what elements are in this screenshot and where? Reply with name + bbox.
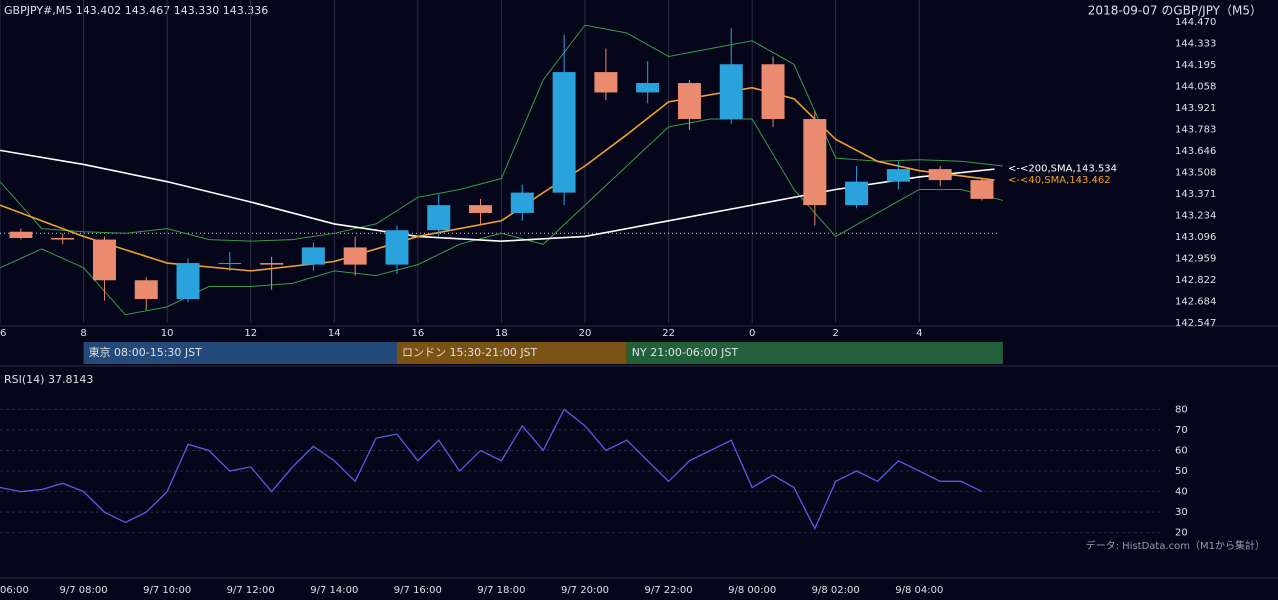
candle-body [260, 263, 284, 265]
y-tick-label: 144.195 [1175, 60, 1216, 71]
x-tick-label: 16 [411, 328, 424, 339]
y-tick-label: 142.684 [1175, 297, 1216, 308]
session-label: NY 21:00-06:00 JST [632, 346, 739, 359]
y-tick-label: 20 [1175, 528, 1188, 539]
x-tick-label: 9/7 14:00 [310, 585, 358, 596]
x-tick-label: 2 [833, 328, 839, 339]
y-tick-label: 70 [1175, 425, 1188, 436]
x-tick-label: 8 [80, 328, 86, 339]
rsi-title: RSI(14) 37.8143 [4, 373, 93, 386]
header: GBPJPY#,M5 143.402 143.467 143.330 143.3… [4, 4, 268, 17]
source: データ: HistData.com（M1から集計） [1086, 539, 1265, 552]
indicator-line [0, 149, 995, 242]
candle-body [92, 239, 116, 281]
y-tick-label: 143.508 [1175, 168, 1216, 179]
x-tick-label: 9/7 12:00 [227, 585, 275, 596]
y-tick-label: 80 [1175, 404, 1188, 415]
y-tick-label: 143.234 [1175, 210, 1216, 221]
x-tick-label: 9/8 04:00 [895, 585, 943, 596]
y-tick-label: 50 [1175, 466, 1188, 477]
session-label: 東京 08:00-15:30 JST [89, 345, 203, 359]
x-tick-label: 20 [579, 328, 592, 339]
y-tick-label: 143.096 [1175, 232, 1216, 243]
candle-body [385, 230, 409, 265]
x-tick-label: 9/7 18:00 [477, 585, 525, 596]
x-tick-label: 9/7 10:00 [143, 585, 191, 596]
y-tick-label: 142.959 [1175, 254, 1216, 265]
y-tick-label: 60 [1175, 445, 1188, 456]
y-tick-label: 143.371 [1175, 189, 1216, 200]
y-tick-label: 144.470 [1175, 17, 1216, 28]
candle-body [510, 192, 534, 213]
y-tick-label: 144.333 [1175, 38, 1216, 49]
candle-body [761, 64, 785, 120]
x-tick-label: 10 [161, 328, 174, 339]
y-tick-label: 142.547 [1175, 318, 1216, 329]
rsi-line [0, 408, 983, 531]
x-tick-label: 9/8 02:00 [812, 585, 860, 596]
candle-body [218, 263, 242, 265]
candle-body [928, 169, 952, 181]
x-tick-label: 9/7 20:00 [561, 585, 609, 596]
x-tick-label: 9/7 22:00 [645, 585, 693, 596]
indicator-line [0, 118, 1003, 316]
candle-body [594, 72, 618, 93]
candle-body [886, 169, 910, 182]
x-tick-label: 14 [328, 328, 341, 339]
x-tick-label: 9/7 16:00 [394, 585, 442, 596]
annotation: <-<40,SMA,143.462 [1008, 175, 1111, 186]
session-label: ロンドン 15:30-21:00 JST [402, 346, 538, 359]
x-tick-label: 9/7 08:00 [60, 585, 108, 596]
x-tick-label: 22 [662, 328, 675, 339]
candle-body [469, 205, 493, 213]
candle-body [845, 181, 869, 206]
y-tick-label: 143.646 [1175, 146, 1216, 157]
candle-body [176, 263, 200, 300]
candle-body [51, 238, 75, 240]
candle-body [636, 83, 660, 93]
candle-body [677, 83, 701, 120]
annotation: <-<200,SMA,143.534 [1008, 164, 1117, 175]
candle-body [134, 280, 158, 300]
indicator-line [0, 24, 1003, 242]
x-tick-label: 6 [0, 328, 6, 339]
session-band [396, 342, 627, 364]
y-tick-label: 144.058 [1175, 81, 1216, 92]
y-tick-label: 143.783 [1175, 125, 1216, 136]
candle-body [427, 205, 451, 231]
y-tick-label: 30 [1175, 507, 1188, 518]
chart-title: 2018-09-07 のGBP/JPY（M5） [1088, 4, 1262, 18]
candle-body [719, 64, 743, 120]
session-band [83, 342, 397, 364]
x-tick-label: 0 [749, 328, 755, 339]
y-tick-label: 40 [1175, 487, 1188, 498]
session-band [626, 342, 1003, 364]
candle-body [9, 231, 33, 239]
candle-body [343, 247, 367, 265]
candle-body [803, 119, 827, 206]
candle-body [970, 180, 994, 199]
x-tick-label: 06:00 [0, 585, 29, 596]
x-tick-label: 12 [244, 328, 257, 339]
y-tick-label: 142.822 [1175, 275, 1216, 286]
candle-body [552, 72, 576, 193]
x-tick-label: 18 [495, 328, 508, 339]
candle-body [301, 247, 325, 265]
x-tick-label: 9/8 00:00 [728, 585, 776, 596]
x-tick-label: 4 [916, 328, 922, 339]
y-tick-label: 143.921 [1175, 103, 1216, 114]
